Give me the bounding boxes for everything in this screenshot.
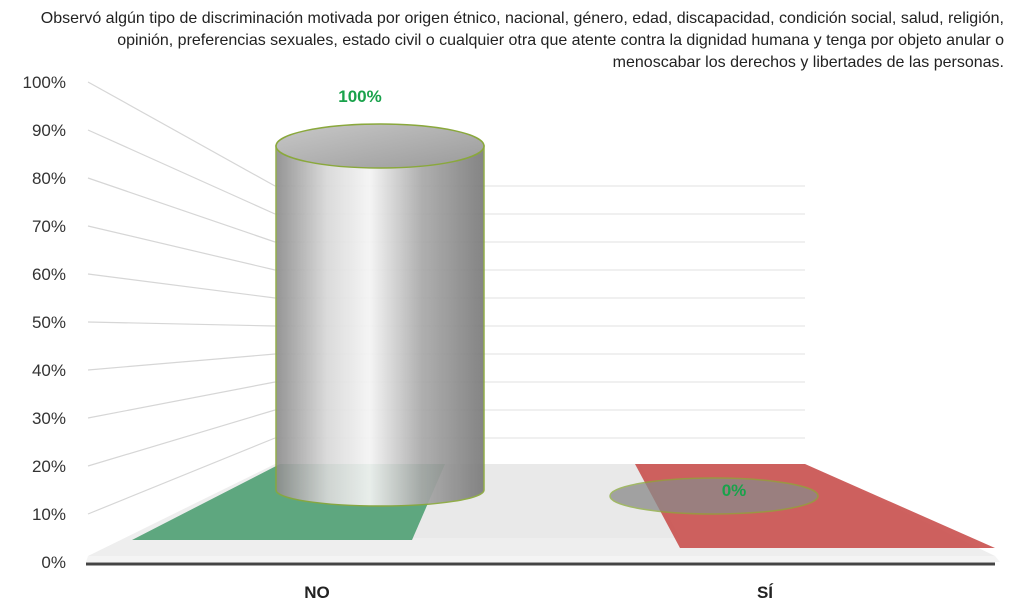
gridline: [87, 321, 276, 327]
bar: [275, 145, 485, 507]
y-tick-label: 100%: [23, 73, 66, 92]
y-tick-label: 0%: [41, 553, 66, 572]
x-tick-label: NO: [304, 583, 330, 602]
gridline: [87, 81, 276, 187]
y-tick-label: 60%: [32, 265, 66, 284]
y-tick-label: 50%: [32, 313, 66, 332]
y-tick-label: 80%: [32, 169, 66, 188]
y-tick-label: 30%: [32, 409, 66, 428]
gridline: [87, 437, 276, 515]
data-label: 0%: [722, 481, 747, 500]
gridline: [87, 381, 276, 419]
bar: [609, 477, 819, 515]
y-tick-label: 90%: [32, 121, 66, 140]
y-tick-label: 20%: [32, 457, 66, 476]
y-tick-label: 40%: [32, 361, 66, 380]
gridline: [87, 273, 276, 299]
gridline: [87, 129, 276, 215]
y-tick-label: 70%: [32, 217, 66, 236]
bar-top: [275, 123, 485, 169]
gridline: [87, 409, 276, 467]
floor-edge: [86, 556, 1000, 562]
y-tick-label: 10%: [32, 505, 66, 524]
x-tick-label: SÍ: [757, 583, 774, 602]
data-label: 100%: [338, 87, 381, 106]
chart-title: Observó algún tipo de discriminación mot…: [40, 10, 1004, 71]
gridline: [87, 177, 276, 243]
gridline: [87, 353, 276, 371]
gridline: [87, 225, 276, 271]
